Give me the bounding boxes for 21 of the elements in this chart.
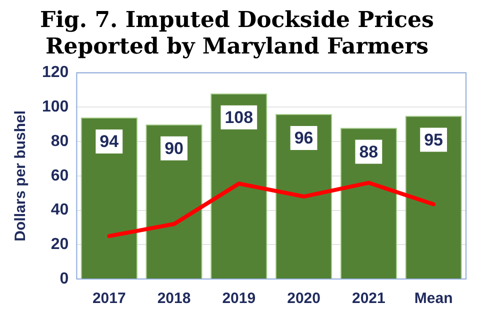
y-tick-label: 80 bbox=[50, 132, 69, 150]
data-label: 88 bbox=[359, 142, 378, 162]
x-tick-label: 2019 bbox=[222, 290, 256, 308]
y-tick-label: 100 bbox=[42, 98, 69, 116]
y-tick-label: 0 bbox=[60, 270, 69, 288]
y-tick-label: 20 bbox=[50, 236, 69, 254]
y-tick-label: 120 bbox=[42, 64, 69, 82]
data-label: 90 bbox=[164, 139, 184, 158]
x-tick-label: 2020 bbox=[287, 290, 320, 308]
data-label: 95 bbox=[424, 130, 444, 150]
chart-title: Fig. 7. Imputed Dockside Prices Reported by Maryland Farmers bbox=[40, 6, 434, 60]
x-tick-label: 2017 bbox=[92, 290, 126, 308]
x-tick-label: Mean bbox=[414, 290, 453, 308]
data-label: 108 bbox=[224, 108, 254, 128]
data-label: 94 bbox=[100, 132, 120, 152]
data-label: 96 bbox=[294, 128, 314, 148]
x-tick-label: 2021 bbox=[352, 290, 386, 308]
y-tick-label: 60 bbox=[50, 167, 69, 184]
x-tick-label: 2018 bbox=[157, 290, 191, 308]
y-axis-title: Dollars per bushel bbox=[12, 110, 30, 242]
y-tick-label: 40 bbox=[50, 202, 69, 219]
